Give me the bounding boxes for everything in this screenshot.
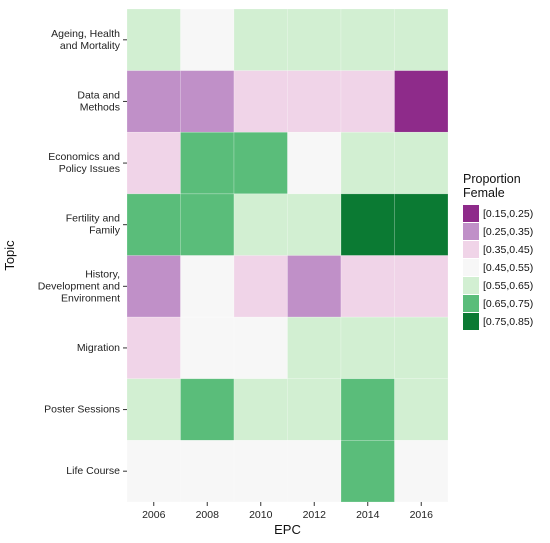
heatmap-cell-r0-c1 [180,8,235,71]
heatmap-cell-r4-c5 [394,255,449,318]
heatmap-cell-r0-c4 [340,8,395,71]
heatmap-cell-r3-c1 [180,193,235,256]
x-tick-label: 2016 [410,509,434,521]
heatmap-cell-r7-c2 [233,440,288,503]
y-tick-label: Economics and Policy Issues [48,151,120,175]
heatmap-cell-r1-c4 [340,70,395,133]
heatmap-cell-r0-c3 [287,8,342,71]
y-tick-label: Fertility and Family [66,212,121,236]
x-tick-label: 2014 [356,509,380,521]
y-tick-label: Ageing, Health and Mortality [51,28,121,52]
legend-key-label: [0.25,0.35) [483,226,533,238]
heatmap-cell-r5-c2 [233,316,288,380]
heatmap-cell-r4-c0 [126,255,181,318]
y-axis-title: Topic [2,240,17,271]
legend-key-swatch [463,313,479,330]
heatmap-cell-r3-c4 [340,193,395,256]
heatmap-cell-r6-c3 [287,378,342,441]
heatmap-cell-r7-c5 [394,440,449,503]
y-tick-label: History, Development and Environment [38,268,120,304]
legend-key-label: [0.45,0.55) [483,262,533,274]
heatmap-cell-r6-c1 [180,378,235,441]
heatmap-cell-r5-c5 [394,316,449,380]
y-tick-label: Data and Methods [77,89,120,113]
heatmap-cell-r6-c5 [394,378,449,441]
legend-key-swatch [463,259,479,276]
heatmap-cell-r5-c3 [287,316,342,380]
heatmap-cell-r3-c5 [394,193,449,256]
heatmap-cell-r1-c0 [126,70,181,133]
heatmap-cell-r6-c4 [340,378,395,441]
x-tick-label: 2012 [303,509,327,521]
x-tick-label: 2006 [142,509,166,521]
y-tick-label: Migration [77,342,120,354]
heatmap-cell-r4-c4 [340,255,395,318]
legend-key-label: [0.55,0.65) [483,280,533,292]
legend-key-swatch [463,241,479,258]
heatmap-cell-r2-c2 [233,131,288,195]
heatmap-cell-r2-c3 [287,131,342,195]
heatmap-cell-r4-c2 [233,255,288,318]
heatmap-cell-r1-c3 [287,70,342,133]
heatmap-cell-r3-c2 [233,193,288,256]
heatmap-cell-r3-c3 [287,193,342,256]
x-axis-title: EPC [274,522,301,537]
legend-key-swatch [463,205,479,222]
legend-key-label: [0.75,0.85) [483,316,533,328]
heatmap-cell-r7-c0 [126,440,181,503]
heatmap-cell-r1-c1 [180,70,235,133]
legend-title: Proportion Female [463,172,521,200]
x-tick-label: 2010 [249,509,273,521]
legend-key-label: [0.15,0.25) [483,208,533,220]
heatmap-cell-r5-c0 [126,316,181,380]
heatmap-cell-r6-c0 [126,378,181,441]
heatmap-cell-r7-c1 [180,440,235,503]
legend-key-swatch [463,295,479,312]
heatmap-cell-r1-c2 [233,70,288,133]
legend-key-label: [0.35,0.45) [483,244,533,256]
heatmap-cell-r4-c3 [287,255,342,318]
legend-key-swatch [463,277,479,294]
heatmap-cell-r2-c5 [394,131,449,195]
heatmap-cell-r2-c4 [340,131,395,195]
y-tick-label: Life Course [66,465,120,477]
heatmap-cell-r6-c2 [233,378,288,441]
heatmap-cell-r0-c0 [126,8,181,71]
heatmap-cell-r0-c2 [233,8,288,71]
heatmap-cell-r7-c4 [340,440,395,503]
heatmap-cell-r2-c0 [126,131,181,195]
heatmap-cell-r1-c5 [394,70,449,133]
heatmap-cell-r3-c0 [126,193,181,256]
heatmap-cell-r5-c1 [180,316,235,380]
heatmap-cell-r5-c4 [340,316,395,380]
heatmap-cell-r0-c5 [394,8,449,71]
heatmap-cell-r7-c3 [287,440,342,503]
legend-key-swatch [463,223,479,240]
heatmap-cell-r2-c1 [180,131,235,195]
heatmap-cell-r4-c1 [180,255,235,318]
y-tick-label: Poster Sessions [44,403,120,415]
x-tick-label: 2008 [196,509,220,521]
legend-key-label: [0.65,0.75) [483,298,533,310]
